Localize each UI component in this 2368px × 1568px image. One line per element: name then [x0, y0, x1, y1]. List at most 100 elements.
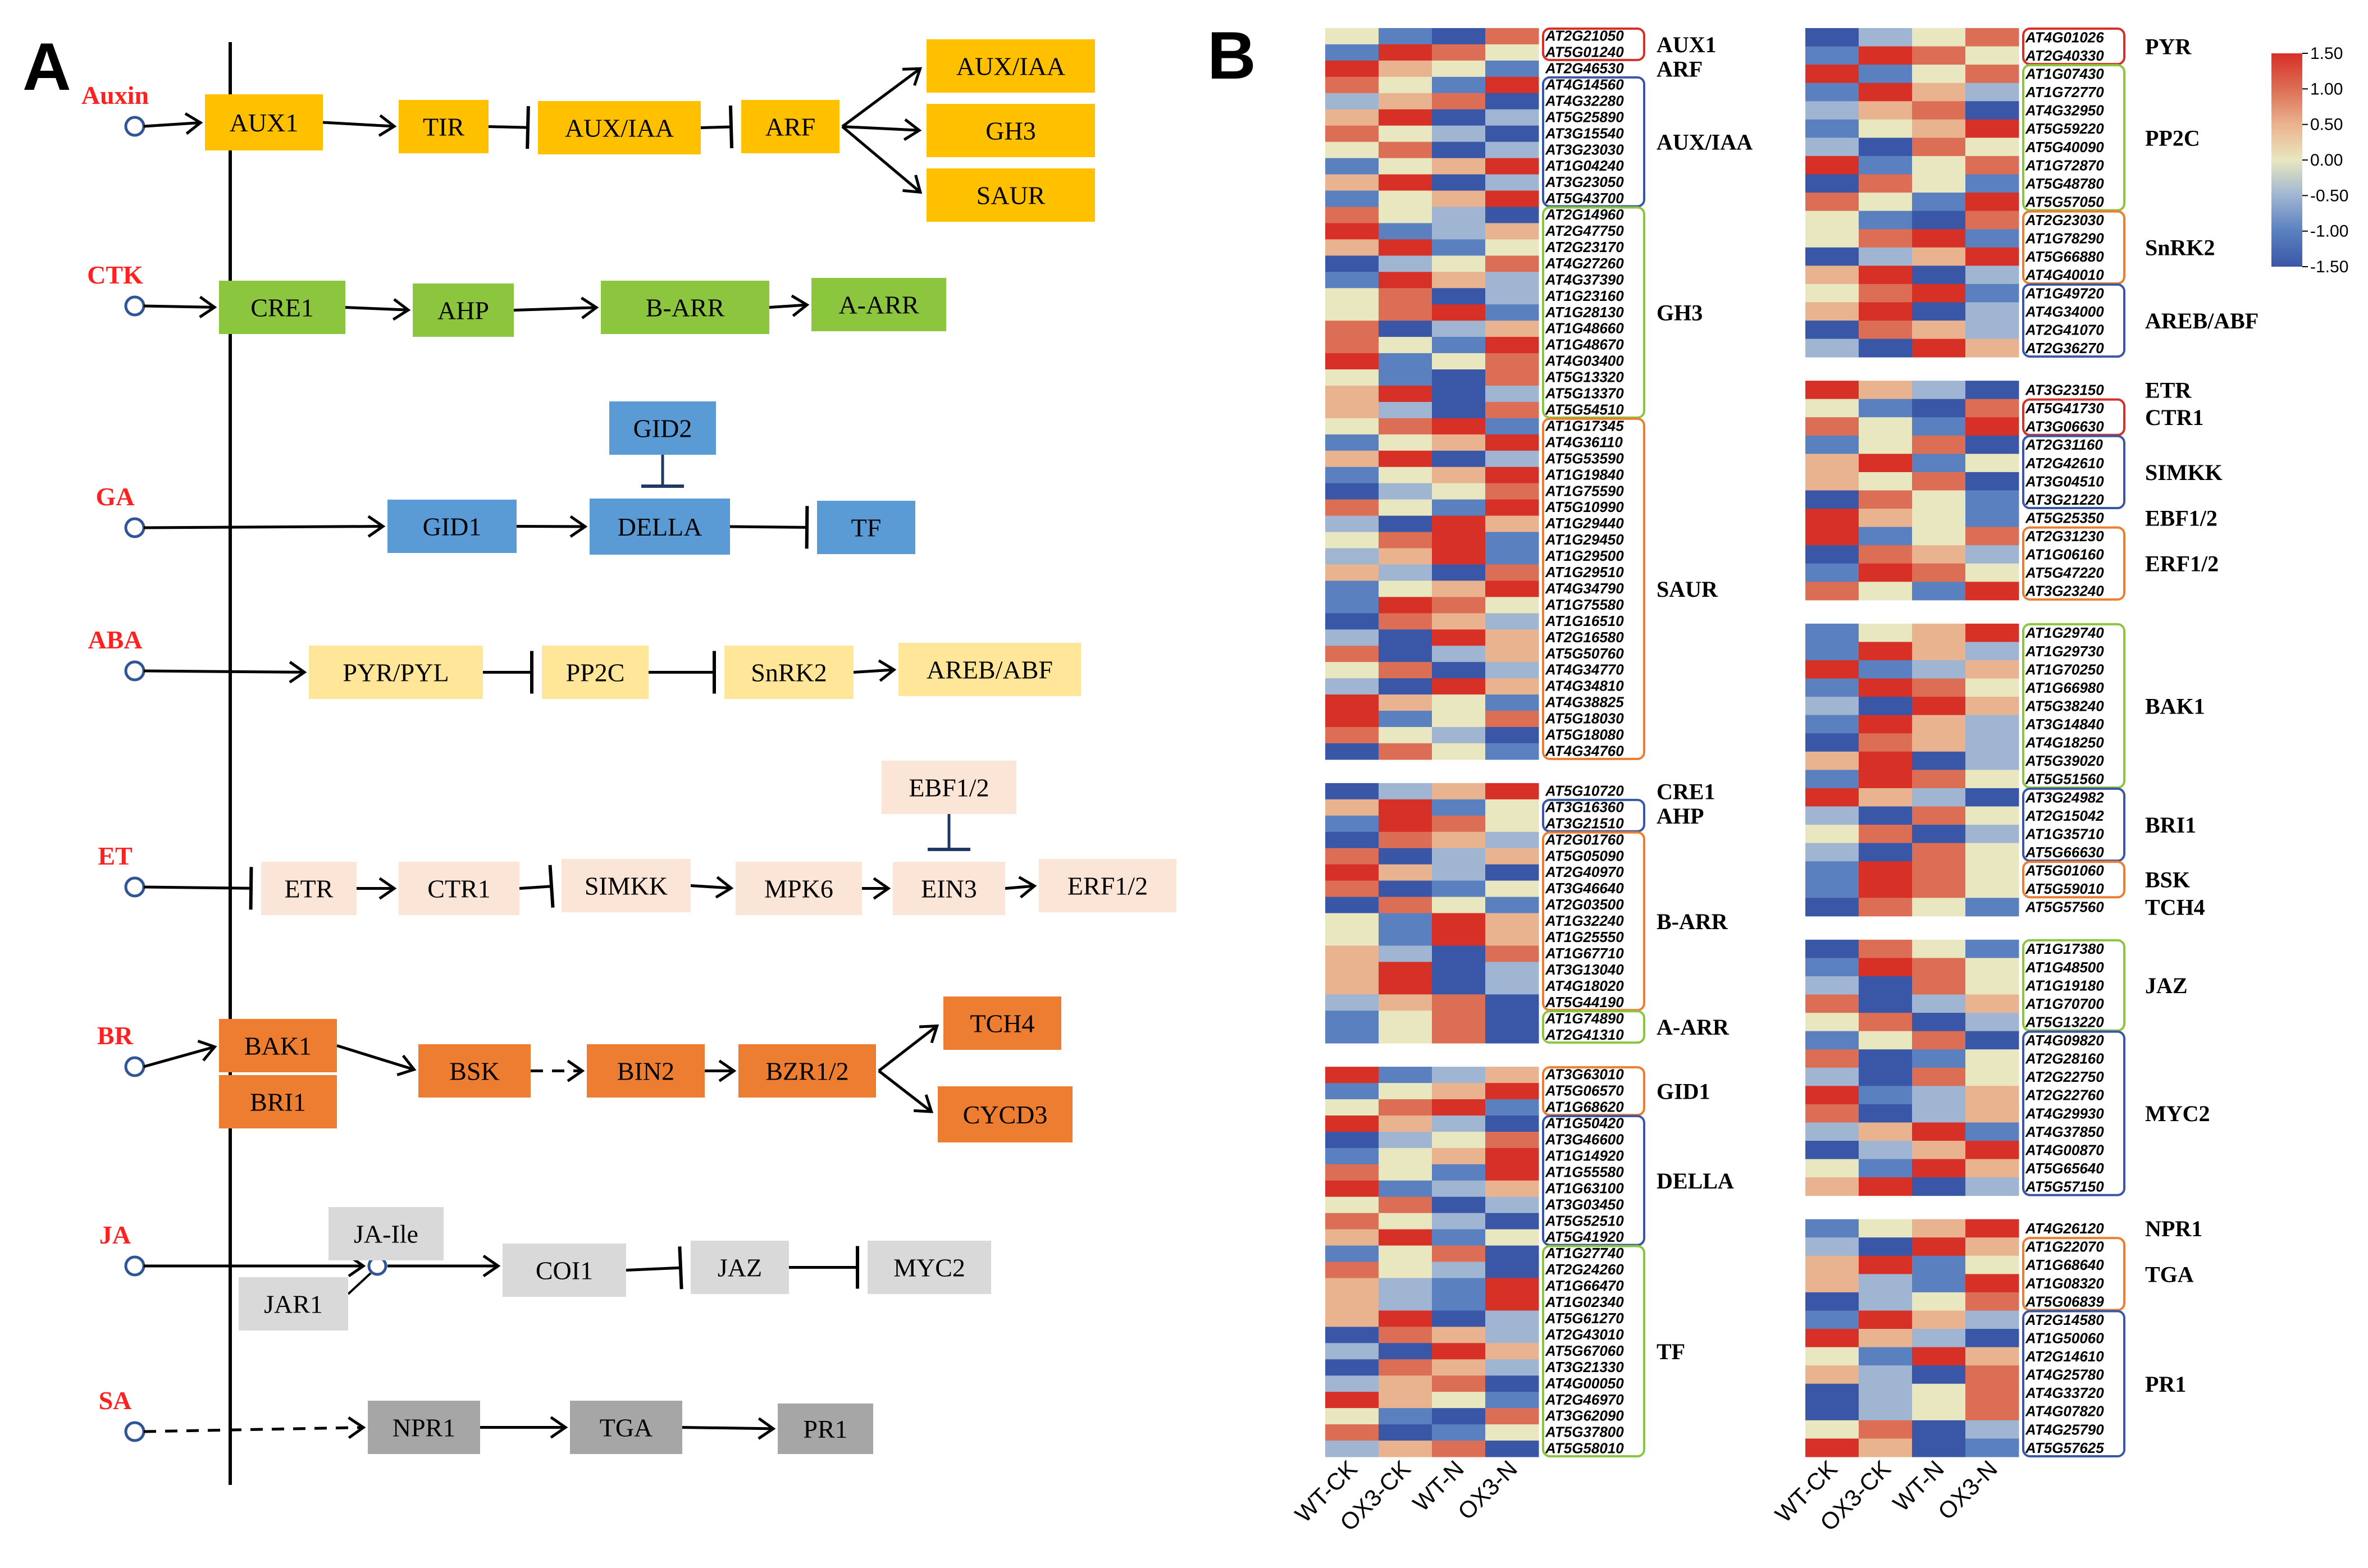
gene-id: AT5G53590 — [1545, 450, 1624, 467]
color-scale-label: 0.50 — [2310, 116, 2343, 134]
gene-id: AT2G31230 — [2025, 528, 2104, 545]
heatmap-cell — [1965, 545, 2019, 564]
heatmap-cell — [1912, 1384, 1966, 1402]
heatmap-cell — [1432, 881, 1486, 897]
heatmap-cell — [1965, 660, 2019, 679]
heatmap-cell — [1432, 816, 1486, 832]
gene-id: AT4G07820 — [2025, 1403, 2104, 1420]
node-npr1: NPR1 — [368, 1401, 480, 1454]
heatmap-cell — [1485, 580, 1539, 597]
heatmap-cell — [1485, 929, 1539, 945]
heatmap-cell — [1912, 1013, 1966, 1031]
heatmap-cell — [1859, 472, 1913, 491]
gene-id: AT5G43700 — [1545, 190, 1624, 207]
heatmap-cell — [1965, 490, 2019, 509]
node-della: DELLA — [590, 499, 730, 555]
arrow-tga-to-pr1 — [682, 1428, 773, 1429]
gene-id: AT1G72770 — [2025, 84, 2104, 100]
heatmap-cell — [1912, 1420, 1966, 1439]
gene-id: AT1G16510 — [1545, 612, 1624, 629]
heatmap-cell — [1805, 83, 1859, 102]
heatmap-cell — [1859, 1402, 1913, 1420]
node-label-ja-ile: JA-Ile — [354, 1220, 418, 1249]
heatmap-cell — [1432, 44, 1486, 61]
heatmap-cell — [1325, 1359, 1379, 1375]
heatmap-cell — [1325, 945, 1379, 962]
heatmap-cell — [1379, 1083, 1432, 1099]
heatmap-cell — [1325, 1197, 1379, 1213]
heatmap-cell — [1485, 1441, 1539, 1457]
heatmap-cell — [1325, 44, 1379, 61]
gene-id: AT5G37800 — [1545, 1424, 1624, 1441]
heatmap-cell — [1859, 1219, 1913, 1238]
heatmap-cell — [1485, 1375, 1539, 1392]
node-jaz: JAZ — [691, 1241, 789, 1294]
heatmap-cell — [1485, 158, 1539, 175]
heatmap-cell — [1485, 500, 1539, 516]
heatmap-cell — [1859, 880, 1913, 898]
group-label-ctr1: CTR1 — [2145, 405, 2203, 430]
heatmap-cell — [1485, 1229, 1539, 1246]
color-scale-label: -1.00 — [2310, 222, 2348, 241]
gene-id: AT1G29500 — [1545, 547, 1624, 564]
gene-id: AT3G23050 — [1545, 173, 1624, 190]
node-aux-iaa: AUX/IAA — [538, 101, 701, 154]
heatmap-cell — [1432, 1327, 1486, 1343]
heatmap-cell — [1379, 77, 1432, 93]
node-gid1: GID1 — [387, 500, 517, 553]
heatmap-cell — [1432, 1359, 1486, 1375]
heatmap-cell — [1912, 266, 1966, 284]
heatmap-cell — [1912, 582, 1966, 600]
group-label-pyr: PYR — [2145, 34, 2192, 60]
heatmap-cell — [1485, 962, 1539, 978]
group-label-areb-abf: AREB/ABF — [2145, 308, 2259, 333]
node-gid2: GID2 — [609, 401, 716, 455]
heatmap-cell — [1859, 65, 1913, 83]
gene-id: AT1G25550 — [1545, 929, 1624, 945]
group-label-tf: TF — [1657, 1339, 1685, 1364]
node-simkk: SIMKK — [562, 859, 691, 912]
heatmap-cell — [1805, 101, 1859, 120]
gene-id: AT5G05090 — [1545, 847, 1624, 864]
heatmap-cell — [1432, 994, 1486, 1011]
node-label-areb-abf: AREB/ABF — [927, 656, 1053, 684]
node-bak1: BAK1 — [219, 1019, 337, 1072]
heatmap-cell — [1912, 454, 1966, 472]
heatmap-cell — [1912, 138, 1966, 156]
heatmap-cell — [1965, 229, 2019, 248]
heatmap-cell — [1965, 697, 2019, 715]
heatmap-cell — [1432, 978, 1486, 994]
gene-id: AT5G54510 — [1545, 401, 1624, 418]
heatmap-cell — [1912, 1237, 1966, 1256]
heatmap-cell — [1485, 783, 1539, 799]
heatmap-cell — [1485, 646, 1539, 662]
heatmap-cell — [1912, 843, 1966, 862]
heatmap-cell — [1485, 109, 1539, 126]
heatmap-cell — [1485, 1310, 1539, 1327]
heatmap-cell — [1912, 752, 1966, 770]
heatmap-cell — [1965, 825, 2019, 843]
heatmap-cell — [1965, 321, 2019, 339]
heatmap-cell — [1379, 597, 1432, 613]
gene-id: AT2G46970 — [1545, 1391, 1624, 1408]
heatmap-cell — [1432, 402, 1486, 418]
gene-id: AT4G27260 — [1545, 255, 1624, 272]
node-label-pp2c: PP2C — [566, 659, 625, 687]
heatmap-cell — [1432, 711, 1486, 727]
heatmap-cell — [1805, 697, 1859, 715]
heatmap-cell — [1805, 1347, 1859, 1366]
heatmap-cell — [1325, 1262, 1379, 1278]
heatmap-cell — [1432, 1408, 1486, 1424]
heatmap-cell — [1805, 1049, 1859, 1068]
gene-id: AT5G65640 — [2025, 1160, 2104, 1177]
gene-id: AT4G37850 — [2025, 1123, 2104, 1140]
gene-id: AT3G04510 — [2025, 473, 2104, 490]
arrow-signal-to-pyr — [144, 671, 304, 672]
group-label-a-arr: A-ARR — [1657, 1014, 1730, 1040]
heatmap-cell — [1965, 995, 2019, 1013]
heatmap-cell — [1805, 564, 1859, 582]
heatmap-cell — [1379, 1213, 1432, 1229]
heatmap-cell — [1432, 272, 1486, 288]
gene-id: AT1G28130 — [1545, 304, 1624, 321]
node-label-bri1: BRI1 — [250, 1088, 306, 1117]
